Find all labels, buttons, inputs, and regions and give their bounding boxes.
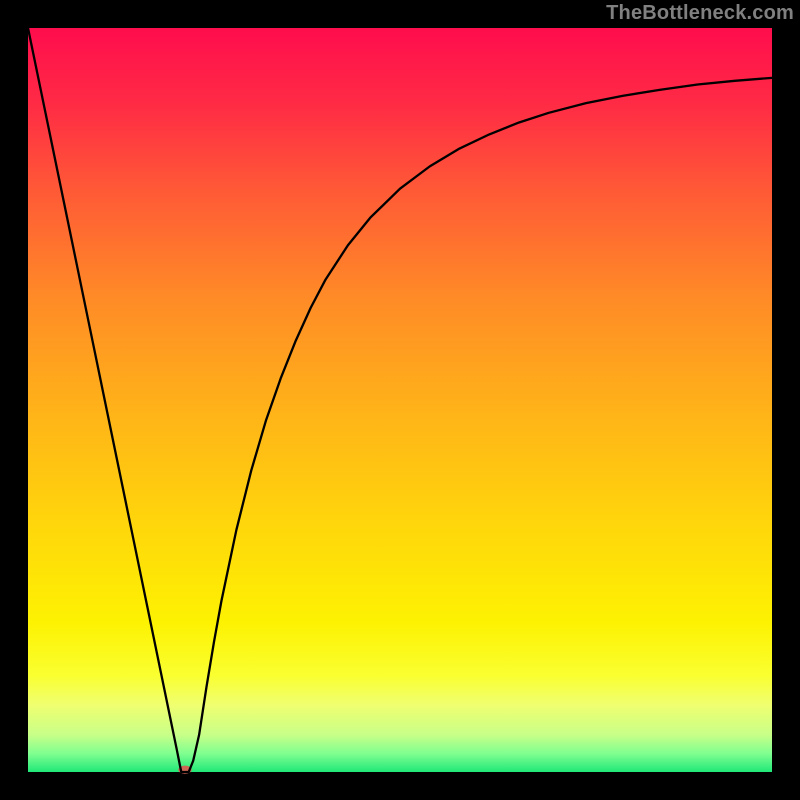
- bottleneck-chart: TheBottleneck.com: [0, 0, 800, 800]
- chart-background: [28, 28, 772, 772]
- chart-svg: [0, 0, 800, 800]
- watermark-text: TheBottleneck.com: [606, 2, 794, 25]
